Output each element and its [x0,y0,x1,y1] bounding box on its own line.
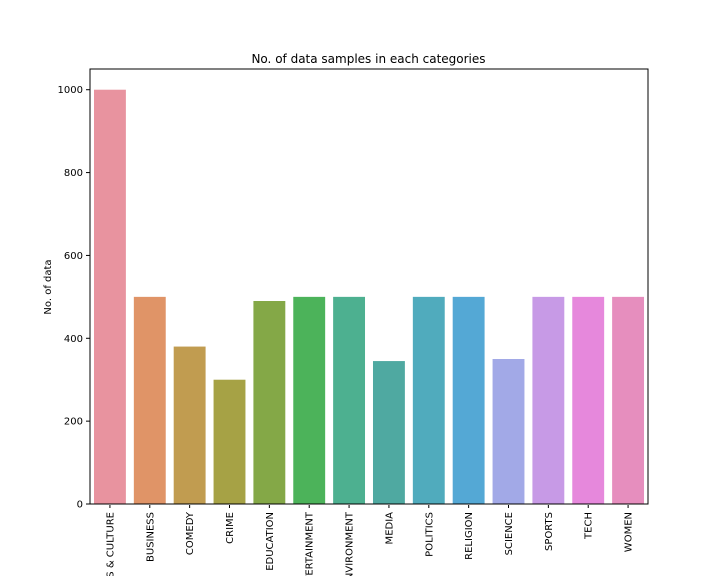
x-tick-label: EDUCATION [265,512,276,571]
x-tick-label: ENVIRONMENT [345,511,356,576]
bar [293,296,326,504]
bar [372,361,405,504]
x-tick-label: ARTS & CULTURE [105,512,116,576]
y-tick-label: 400 [64,334,83,345]
y-tick-label: 200 [64,417,83,428]
bar [572,296,605,504]
x-tick-label: COMEDY [185,511,196,555]
chart-title: No. of data samples in each categories [251,52,485,66]
x-tick-label: POLITICS [424,512,435,557]
x-tick-label: ENTERTAINMENT [305,511,316,576]
plot-frame [89,68,649,505]
bar [333,296,366,504]
bar [612,296,645,504]
bar [133,296,166,504]
bars-group [93,89,645,505]
y-tick-label: 800 [64,168,83,179]
x-tick-label: SCIENCE [504,512,515,555]
x-tick-label: RELIGION [464,512,475,560]
bar [173,346,206,504]
x-tick-label: BUSINESS [145,512,156,562]
bar [213,379,246,504]
x-tick-label: SPORTS [544,512,555,551]
bar [93,89,126,505]
x-tick-label: TECH [584,512,595,540]
y-tick-label: 0 [77,500,83,511]
y-tick-label: 1000 [58,85,83,96]
x-tick-label: WOMEN [624,512,635,552]
x-ticks-group: ARTS & CULTURE BUSINESS COMEDY CRIME EDUCATI… [105,505,635,576]
x-tick-label: MEDIA [384,512,395,545]
bar [532,296,565,504]
bar [412,296,445,504]
bar [492,359,525,504]
y-ticks-group: 0 200 400 600 800 1000 [58,85,90,511]
y-tick-label: 600 [64,251,83,262]
bar [452,296,485,504]
y-axis-label: No. of data [43,259,54,314]
x-tick-label: CRIME [225,512,236,544]
bar [253,301,286,504]
